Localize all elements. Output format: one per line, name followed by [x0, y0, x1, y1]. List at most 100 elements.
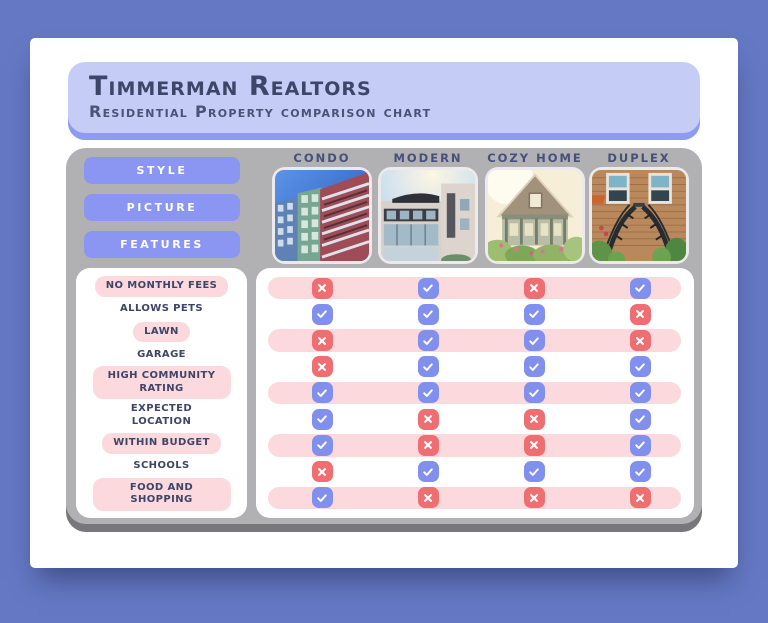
- check-icon[interactable]: [523, 356, 545, 378]
- check-icon[interactable]: [311, 408, 333, 430]
- feature-label: WITHIN BUDGET: [102, 433, 221, 454]
- check-icon[interactable]: [417, 303, 439, 325]
- page-title: Timmerman Realtors: [89, 71, 372, 102]
- value-row: [256, 354, 694, 380]
- value-cell: [587, 356, 693, 378]
- cross-icon[interactable]: [417, 487, 439, 509]
- value-cell: [587, 330, 693, 352]
- feature-row: GARAGE: [76, 343, 247, 366]
- value-row: [256, 275, 694, 301]
- value-cell: [269, 330, 375, 352]
- value-cell: [269, 356, 375, 378]
- features-button[interactable]: FEATURES: [84, 231, 240, 258]
- picture-button[interactable]: PICTURE: [84, 194, 240, 221]
- feature-label: GARAGE: [137, 348, 186, 360]
- check-icon[interactable]: [417, 356, 439, 378]
- cross-icon[interactable]: [629, 303, 651, 325]
- check-icon[interactable]: [417, 277, 439, 299]
- cross-icon[interactable]: [629, 330, 651, 352]
- value-cell: [481, 408, 587, 430]
- feature-row: WITHIN BUDGET: [76, 432, 247, 455]
- value-cell: [375, 356, 481, 378]
- check-icon[interactable]: [629, 434, 651, 456]
- cross-icon[interactable]: [311, 356, 333, 378]
- value-row: [256, 485, 694, 511]
- value-cell: [587, 434, 693, 456]
- check-icon[interactable]: [523, 382, 545, 404]
- duplex-photo: [589, 167, 689, 264]
- check-icon[interactable]: [629, 356, 651, 378]
- cozy-home-photo: [485, 167, 585, 264]
- value-cell: [481, 277, 587, 299]
- value-cell: [269, 303, 375, 325]
- cross-icon[interactable]: [523, 487, 545, 509]
- value-cell: [587, 461, 693, 483]
- feature-row: SCHOOLS: [76, 455, 247, 478]
- cross-icon[interactable]: [523, 277, 545, 299]
- cross-icon[interactable]: [311, 330, 333, 352]
- style-button[interactable]: STYLE: [84, 157, 240, 184]
- value-cell: [269, 434, 375, 456]
- value-cell: [375, 382, 481, 404]
- cross-icon[interactable]: [523, 434, 545, 456]
- check-icon[interactable]: [311, 487, 333, 509]
- check-icon[interactable]: [311, 382, 333, 404]
- feature-row: FOOD AND SHOPPING: [76, 477, 247, 511]
- flyer-card: Timmerman Realtors Residential Property …: [30, 38, 738, 568]
- feature-label: ALLOWS PETS: [120, 302, 203, 314]
- value-row: [256, 301, 694, 327]
- cross-icon[interactable]: [523, 408, 545, 430]
- column-header-modern: MODERN: [393, 151, 463, 165]
- check-icon[interactable]: [311, 303, 333, 325]
- column-header-duplex: DUPLEX: [607, 151, 671, 165]
- condo-photo: [272, 167, 372, 264]
- check-icon[interactable]: [523, 461, 545, 483]
- check-icon[interactable]: [629, 408, 651, 430]
- check-icon[interactable]: [523, 330, 545, 352]
- value-cell: [587, 487, 693, 509]
- cross-icon[interactable]: [629, 487, 651, 509]
- check-icon[interactable]: [523, 303, 545, 325]
- value-cell: [587, 382, 693, 404]
- column-header-condo: CONDO: [293, 151, 351, 165]
- check-icon[interactable]: [629, 382, 651, 404]
- cross-icon[interactable]: [417, 408, 439, 430]
- value-cell: [375, 461, 481, 483]
- value-row: [256, 432, 694, 458]
- feature-label: FOOD AND SHOPPING: [92, 477, 231, 511]
- value-cell: [481, 356, 587, 378]
- header-banner: Timmerman Realtors Residential Property …: [68, 62, 700, 133]
- check-icon[interactable]: [417, 382, 439, 404]
- check-icon[interactable]: [311, 434, 333, 456]
- cross-icon[interactable]: [311, 277, 333, 299]
- feature-label: HIGH COMMUNITY RATING: [92, 366, 231, 400]
- check-icon[interactable]: [417, 330, 439, 352]
- feature-row: NO MONTHLY FEES: [76, 275, 247, 298]
- value-cell: [481, 382, 587, 404]
- feature-row: HIGH COMMUNITY RATING: [76, 366, 247, 400]
- check-icon[interactable]: [417, 461, 439, 483]
- value-cell: [269, 408, 375, 430]
- value-cell: [269, 461, 375, 483]
- features-panel: NO MONTHLY FEES ALLOWS PETS LAWN GARAGE HIGH…: [76, 268, 247, 518]
- cross-icon[interactable]: [417, 434, 439, 456]
- check-icon[interactable]: [629, 277, 651, 299]
- value-cell: [375, 330, 481, 352]
- value-cell: [481, 330, 587, 352]
- page-subtitle: Residential Property comparison chart: [89, 102, 432, 122]
- check-icon[interactable]: [629, 461, 651, 483]
- feature-label: EXPECTED LOCATION: [130, 403, 193, 427]
- cross-icon[interactable]: [311, 461, 333, 483]
- value-cell: [481, 461, 587, 483]
- feature-row: EXPECTED LOCATION: [76, 399, 247, 432]
- value-cell: [375, 303, 481, 325]
- column-header-cozy-home: COZY HOME: [487, 151, 583, 165]
- value-cell: [587, 277, 693, 299]
- feature-label: NO MONTHLY FEES: [94, 276, 229, 297]
- feature-label: LAWN: [133, 321, 190, 343]
- value-cell: [375, 277, 481, 299]
- value-cell: [269, 382, 375, 404]
- values-panel: [256, 268, 694, 518]
- value-cell: [375, 487, 481, 509]
